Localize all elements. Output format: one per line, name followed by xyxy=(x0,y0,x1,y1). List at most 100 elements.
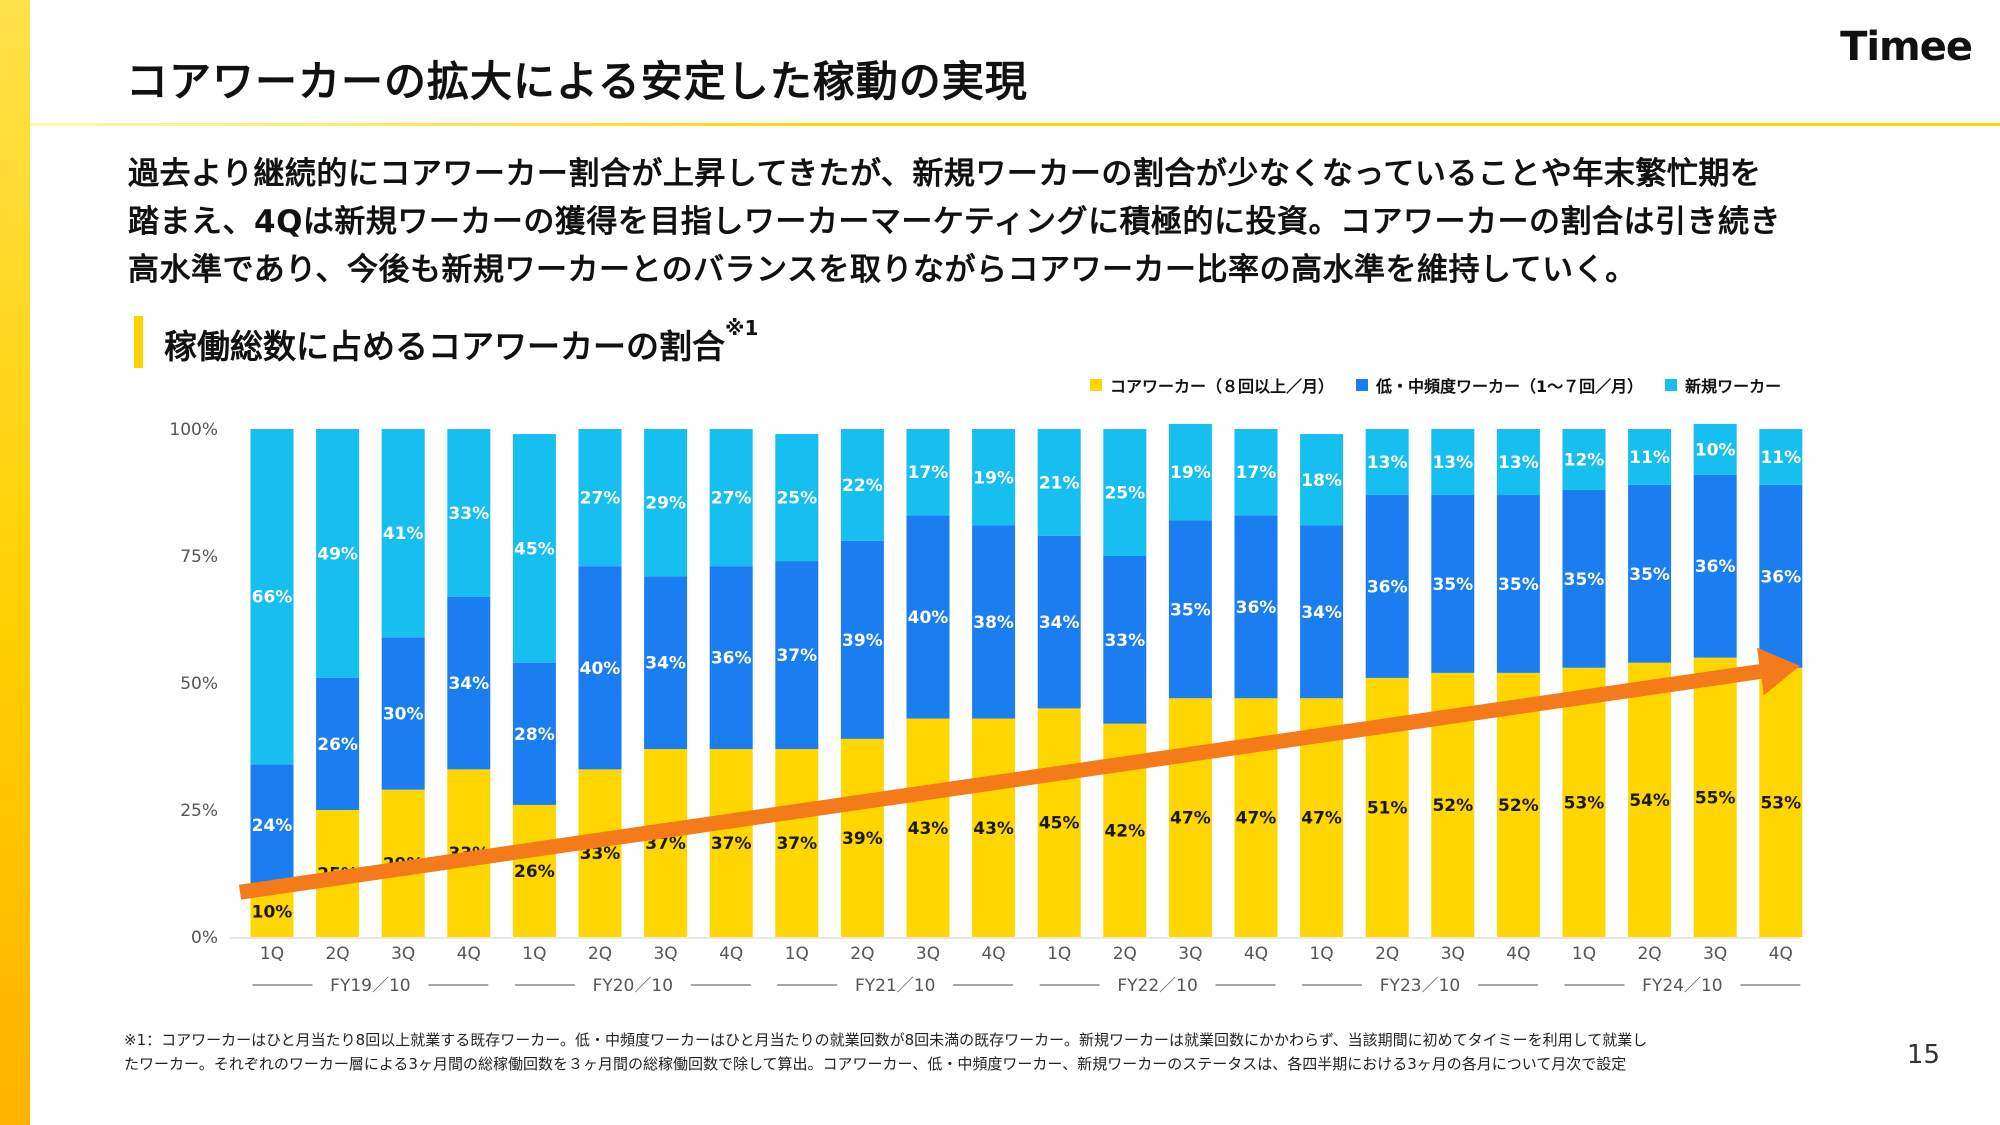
bar-segment xyxy=(447,429,491,597)
x-tick-label: 3Q xyxy=(653,944,677,964)
bar-segment xyxy=(840,429,884,541)
x-tick-label: 4Q xyxy=(719,944,743,964)
data-label: 13% xyxy=(1498,453,1539,473)
bar-segment xyxy=(250,764,294,887)
data-label: 30% xyxy=(383,704,424,724)
bar-segment xyxy=(1037,708,1081,937)
bar-segment xyxy=(709,749,753,937)
x-tick-label: 3Q xyxy=(391,944,415,964)
legend-swatch-core xyxy=(1090,379,1102,391)
bar-segment xyxy=(1496,429,1540,496)
bar-segment xyxy=(1365,495,1409,678)
bar-segment xyxy=(1168,520,1212,699)
data-label: 34% xyxy=(645,654,686,674)
data-label: 40% xyxy=(908,608,949,628)
footnote: ※1：コアワーカーはひと月当たり8回以上就業する既存ワーカー。低・中頻度ワーカー… xyxy=(124,1028,1844,1076)
x-tick-label: 1Q xyxy=(1309,944,1333,964)
data-label: 24% xyxy=(252,816,293,836)
y-tick-label: 50% xyxy=(180,674,218,694)
legend-swatch-new xyxy=(1665,379,1678,391)
x-tick-label: 2Q xyxy=(1637,944,1661,964)
section-title: 稼働総数に占めるコアワーカーの割合※1 xyxy=(164,316,758,368)
data-label: 52% xyxy=(1432,796,1473,816)
group-label: FY23／10 xyxy=(1380,976,1460,996)
data-label: 19% xyxy=(973,468,1014,488)
bar-segment xyxy=(1759,667,1803,937)
group-label: FY21／10 xyxy=(855,976,935,996)
data-label: 52% xyxy=(1498,796,1539,816)
x-tick-label: 1Q xyxy=(1047,944,1071,964)
bar-segment xyxy=(1300,434,1344,526)
data-label: 36% xyxy=(1760,567,1801,587)
bar-segment xyxy=(1496,672,1540,937)
data-label: 33% xyxy=(580,844,621,864)
x-tick-label: 2Q xyxy=(325,944,349,964)
bar-segment xyxy=(512,804,556,937)
section-marker xyxy=(134,316,143,368)
legend-label-new: 新規ワーカー xyxy=(1685,377,1782,396)
y-tick-label: 75% xyxy=(180,547,218,567)
bar-segment xyxy=(644,749,688,937)
x-tick-label: 1Q xyxy=(785,944,809,964)
data-label: 34% xyxy=(448,674,489,694)
data-label: 35% xyxy=(1629,565,1670,585)
data-label: 35% xyxy=(1498,575,1539,595)
data-label: 35% xyxy=(1564,570,1605,590)
bar-segment xyxy=(1234,429,1278,516)
bar-segment xyxy=(775,561,819,750)
bar-segment xyxy=(1365,429,1409,496)
x-tick-label: 4Q xyxy=(1769,944,1793,964)
bar-segment xyxy=(1103,429,1147,556)
data-label: 22% xyxy=(842,476,883,496)
data-label: 11% xyxy=(1760,448,1801,468)
bar-segment xyxy=(709,429,753,567)
brand-logo: Timee xyxy=(1840,24,1973,70)
data-label: 66% xyxy=(252,588,293,608)
data-label: 11% xyxy=(1629,448,1670,468)
x-tick-label: 4Q xyxy=(1244,944,1268,964)
bar-segment xyxy=(1628,662,1672,937)
data-label: 47% xyxy=(1236,809,1277,829)
description-line: 過去より継続的にコアワーカー割合が上昇してきたが、新規ワーカーの割合が少なくなっ… xyxy=(128,156,1762,192)
bar-segment xyxy=(972,718,1016,937)
header: コアワーカーの拡大による安定した稼動の実現 Timee xyxy=(30,0,2000,126)
footnote-line: たワーカー。それぞれのワーカー層による3ヶ月間の総稼働回数を３ヶ月間の総稼働回数… xyxy=(124,1055,1627,1073)
bar-segment xyxy=(1496,495,1540,673)
footnote-line: ※1：コアワーカーはひと月当たり8回以上就業する既存ワーカー。低・中頻度ワーカー… xyxy=(124,1031,1648,1049)
bar-segment xyxy=(381,429,425,638)
data-label: 18% xyxy=(1301,471,1342,491)
bar-segment xyxy=(316,429,360,678)
page-number: 15 xyxy=(1906,1040,1940,1070)
bar-segment xyxy=(840,738,884,937)
section-note-mark: ※1 xyxy=(725,316,759,340)
data-label: 26% xyxy=(317,735,358,755)
bar-segment xyxy=(1168,423,1212,521)
x-tick-label: 3Q xyxy=(916,944,940,964)
x-tick-label: 2Q xyxy=(1113,944,1137,964)
x-tick-label: 4Q xyxy=(981,944,1005,964)
bar-segment xyxy=(972,429,1016,526)
bar-segment xyxy=(1759,484,1803,668)
data-label: 25% xyxy=(776,489,817,509)
data-label: 45% xyxy=(514,539,555,559)
data-label: 21% xyxy=(1039,473,1080,493)
data-label: 34% xyxy=(1301,603,1342,623)
bar-segment xyxy=(1103,556,1147,724)
data-label: 40% xyxy=(580,659,621,679)
description: 過去より継続的にコアワーカー割合が上昇してきたが、新規ワーカーの割合が少なくなっ… xyxy=(128,150,1928,294)
description-line: 高水準であり、今後も新規ワーカーとのバランスを取りながらコアワーカー比率の高水準… xyxy=(128,252,1637,288)
description-line: 踏まえ、4Qは新規ワーカーの獲得を目指しワーカーマーケティングに積極的に投資。コ… xyxy=(128,204,1781,240)
data-label: 36% xyxy=(1695,557,1736,577)
bar-segment xyxy=(578,566,622,770)
data-label: 33% xyxy=(1104,631,1145,651)
group-label: FY22／10 xyxy=(1117,976,1197,996)
bar-segment xyxy=(1693,657,1737,937)
bar-segment xyxy=(775,434,819,562)
bar-segment xyxy=(1562,667,1606,937)
bar-segment xyxy=(1037,429,1081,536)
bar-segment xyxy=(709,566,753,750)
bar-segment xyxy=(906,718,950,937)
data-label: 34% xyxy=(1039,613,1080,633)
bar-segment xyxy=(1431,495,1475,673)
bar-segment xyxy=(578,429,622,567)
